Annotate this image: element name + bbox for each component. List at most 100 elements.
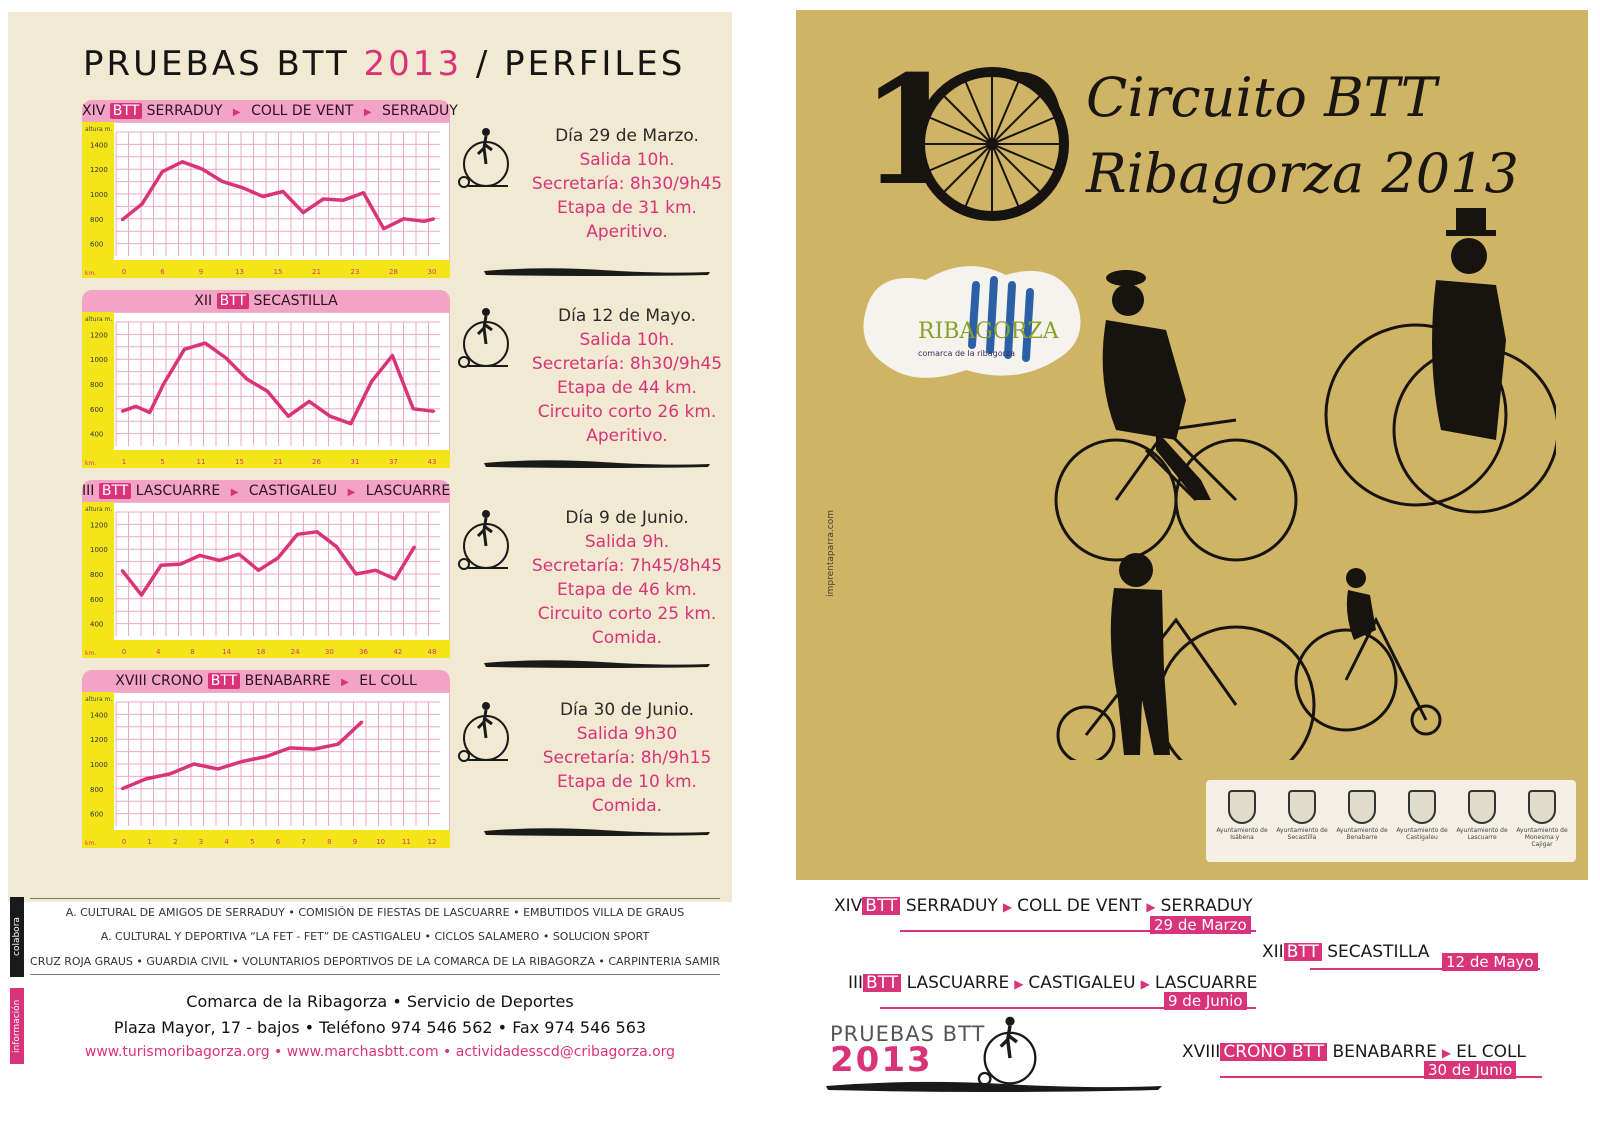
- route-stop: SECASTILLA: [253, 293, 338, 309]
- edition-label: XVIII: [1182, 1042, 1221, 1062]
- profile-section-lascuarre: III BTT LASCUARRE ▶ CASTIGALEU ▶ LASCUAR…: [82, 480, 450, 658]
- elevation-point: [402, 217, 406, 220]
- event-short-circuit: Circuito corto 25 km.: [537, 604, 717, 624]
- shield-item: Ayuntamiento de Monesma y Cajigar: [1514, 790, 1570, 848]
- y-axis-label: altura m.: [85, 126, 112, 133]
- x-tick-label: 36: [359, 648, 368, 656]
- event-start: Salida 10h.: [579, 330, 675, 350]
- elevation-point: [308, 400, 311, 403]
- arrow-right-icon: ▶: [1441, 1046, 1452, 1060]
- y-tick-label: 400: [90, 431, 103, 439]
- elevation-point: [432, 410, 436, 413]
- elevation-point: [276, 556, 280, 560]
- x-axis-label: km.: [85, 650, 96, 657]
- section-header: XIV BTT SERRADUY ▶ COLL DE VENT ▶ SERRAD…: [82, 100, 458, 122]
- contact-address: Plaza Mayor, 17 - bajos • Teléfono 974 5…: [113, 1018, 647, 1037]
- route-stop: SERRADUY: [146, 103, 223, 119]
- route-stop: SERRADUY: [382, 103, 458, 119]
- elevation-point: [140, 202, 144, 206]
- arrow-right-icon: ▶: [232, 107, 241, 118]
- x-tick-label: 6: [160, 268, 165, 276]
- coat-of-arms-icon: [1288, 790, 1316, 824]
- elevation-point: [349, 422, 352, 425]
- y-tick-label: 1200: [90, 166, 108, 174]
- event-date: Día 30 de Junio.: [559, 700, 695, 720]
- route-stop: LASCUARRE: [135, 483, 221, 499]
- event-date: Día 12 de Mayo.: [558, 306, 696, 326]
- elevation-point: [370, 380, 373, 383]
- underline: [1220, 1076, 1542, 1078]
- sponsor-line: CRUZ ROJA GRAUS • GUARDIA CIVIL • VOLUNT…: [30, 955, 720, 968]
- event-extra: Comida.: [591, 796, 663, 816]
- x-tick-label: 8: [190, 648, 194, 656]
- event-secretary: Secretaría: 8h30/9h45: [531, 174, 723, 194]
- btt-badge: BTT: [98, 483, 132, 499]
- information-tag: información: [10, 988, 24, 1064]
- route-stop: LASCUARRE: [906, 973, 1010, 993]
- elevation-point: [362, 191, 365, 194]
- arrow-right-icon: ▶: [230, 487, 239, 498]
- x-tick-label: 9: [353, 838, 357, 846]
- y-tick-label: 1000: [90, 546, 108, 554]
- x-tick-label: 14: [222, 648, 231, 656]
- event-info-lines: Día 29 de Marzo. Salida 10h. Secretaría:…: [512, 124, 742, 244]
- elevation-point: [413, 545, 416, 548]
- coat-of-arms-icon: [1408, 790, 1436, 824]
- elevation-point: [161, 170, 164, 173]
- event-stage: Etapa de 31 km.: [557, 198, 697, 218]
- logo-text: RIBAGORZA: [918, 319, 1060, 344]
- divider: [30, 898, 720, 899]
- event-info-lascuarre: Día 9 de Junio. Salida 9h. Secretaría: 7…: [452, 500, 742, 670]
- y-tick-label: 600: [90, 241, 103, 249]
- x-axis-label: km.: [85, 270, 96, 277]
- elevation-point: [183, 348, 186, 351]
- y-tick-label: 800: [90, 786, 103, 794]
- edition-label: XVIII CRONO: [115, 673, 204, 689]
- route-stop: SERRADUY: [1160, 896, 1253, 916]
- right-panel: 10 Circuito BTT Ribagorza 2013 RIBAGORZA: [780, 0, 1600, 1127]
- btt-badge: BTT: [1283, 943, 1322, 961]
- brush-stroke: [484, 268, 710, 276]
- shield-caption: Ayuntamiento de Monesma y Cajigar: [1516, 827, 1568, 848]
- elevation-point: [335, 545, 338, 548]
- coat-of-arms-icon: [1468, 790, 1496, 824]
- penny-farthing-icon: [458, 702, 509, 762]
- event-date-tag: 29 de Marzo: [1150, 916, 1251, 934]
- wheel-icon: [915, 67, 1069, 221]
- event-extra: Aperitivo.: [586, 426, 668, 446]
- x-tick-label: 5: [250, 838, 254, 846]
- y-axis-label: altura m.: [85, 696, 112, 703]
- route-stop: LASCUARRE: [365, 483, 451, 499]
- x-tick-label: 9: [199, 268, 203, 276]
- elevation-point: [144, 777, 148, 781]
- penny-farthing-icon: [458, 128, 509, 188]
- x-tick-label: 6: [276, 838, 281, 846]
- x-tick-label: 42: [393, 648, 402, 656]
- shield-caption: Ayuntamiento de Castigaleu: [1396, 827, 1448, 841]
- elevation-point: [374, 569, 377, 572]
- contact-websites[interactable]: www.turismoribagorza.org • www.marchasbt…: [84, 1044, 676, 1060]
- contact-organization: Comarca de la Ribagorza • Servicio de De…: [186, 992, 574, 1011]
- elevation-point: [312, 747, 316, 751]
- x-tick-label: 24: [291, 648, 300, 656]
- elevation-point: [148, 411, 151, 414]
- x-tick-label: 5: [160, 458, 164, 466]
- y-axis-band: [82, 502, 114, 658]
- title-prefix: PRUEBAS BTT: [83, 44, 350, 84]
- event-stage: Etapa de 46 km.: [557, 580, 697, 600]
- title-suffix: / PERFILES: [475, 44, 686, 84]
- elevation-point: [140, 593, 143, 597]
- event-date-tag: 12 de Mayo: [1442, 953, 1538, 971]
- elevation-point: [391, 354, 394, 357]
- x-tick-label: 1: [147, 838, 151, 846]
- route-stop: BENABARRE: [244, 673, 331, 689]
- elevation-point: [120, 569, 124, 572]
- route-stop: BENABARRE: [1332, 1042, 1437, 1062]
- brush-stroke: [484, 460, 710, 468]
- elevation-point: [237, 552, 241, 556]
- y-tick-label: 1000: [90, 761, 108, 769]
- route-stop: SECASTILLA: [1327, 942, 1430, 962]
- poster-title-line: Ribagorza 2013: [1086, 142, 1519, 205]
